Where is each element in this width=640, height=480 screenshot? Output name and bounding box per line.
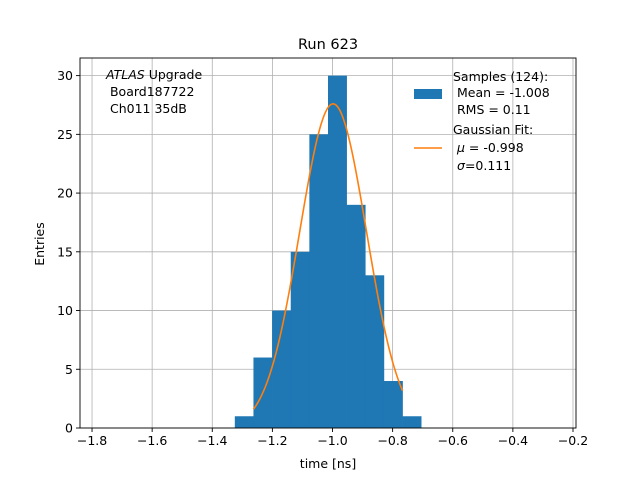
x-tick-label-6: −0.6 [438,433,468,448]
x-tick-label-7: −0.4 [498,433,528,448]
histogram-bar-9 [402,416,422,428]
legend-samples-mean: Mean = -1.008 [453,85,550,100]
gaussian-fit-curve [252,102,404,410]
y-tick-label-6: 30 [57,68,73,83]
legend-sigma-symbol: σ [457,158,466,173]
legend: Samples (124): Mean = -1.008 RMS = 0.11 … [414,69,550,173]
legend-mu-symbol: μ [456,140,465,155]
y-tick-label-3: 15 [57,244,73,259]
histogram-bar-0 [234,416,254,428]
histogram-bar-8 [383,381,403,428]
annotation-upgrade: Upgrade [145,67,203,82]
x-axis-label: time [ns] [300,456,356,471]
y-tick-label-2: 10 [57,303,73,318]
legend-sigma-value: =0.111 [465,158,511,173]
legend-mu-value: = -0.998 [465,140,524,155]
y-tick-label-1: 5 [65,362,73,377]
y-tick-label-4: 20 [57,186,73,201]
histogram-bars [234,75,422,428]
histogram-bar-4 [309,134,329,428]
x-tick-label-5: −0.8 [377,433,407,448]
histogram-bar-7 [365,275,385,428]
x-tick-label-4: −1.0 [317,433,347,448]
annotation-italic: ATLAS [105,67,145,82]
legend-samples-title: Samples (124): [453,69,548,84]
legend-fit-title: Gaussian Fit: [453,122,533,137]
chart-title: Run 623 [298,37,358,53]
plot-frame [79,57,577,429]
axis-ticks: −1.8 −1.6 −1.4 −1.2 −1.0 −0.8 −0.6 −0.4 −0.2 0 5 10… [57,68,588,448]
legend-fit-mu: μ = -0.998 [456,140,524,155]
gaussian-fit [252,102,404,410]
axes-frame [79,57,577,429]
x-tick-label-3: −1.2 [257,433,287,448]
legend-samples-rms: RMS = 0.11 [453,102,531,117]
x-tick-label-0: −1.8 [77,433,107,448]
x-tick-label-1: −1.6 [137,433,167,448]
annotation-line-2: Board187722 [106,84,194,99]
histogram-bar-2 [272,310,292,428]
histogram-bar-6 [346,204,366,428]
x-tick-label-2: −1.4 [197,433,227,448]
legend-samples-swatch [414,89,442,99]
annotation-line-3: Ch011 35dB [106,101,187,116]
atlas-annotation: ATLAS Upgrade Board187722 Ch011 35dB [105,67,202,116]
x-tick-label-8: −0.2 [558,433,588,448]
histogram-bar-3 [290,251,310,428]
y-tick-label-5: 25 [57,127,73,142]
y-axis-label: Entries [32,222,47,266]
legend-fit-sigma: σ=0.111 [457,158,511,173]
histogram-bar-5 [328,75,347,428]
y-tick-label-0: 0 [65,421,73,436]
annotation-line-1: ATLAS Upgrade [105,67,202,82]
